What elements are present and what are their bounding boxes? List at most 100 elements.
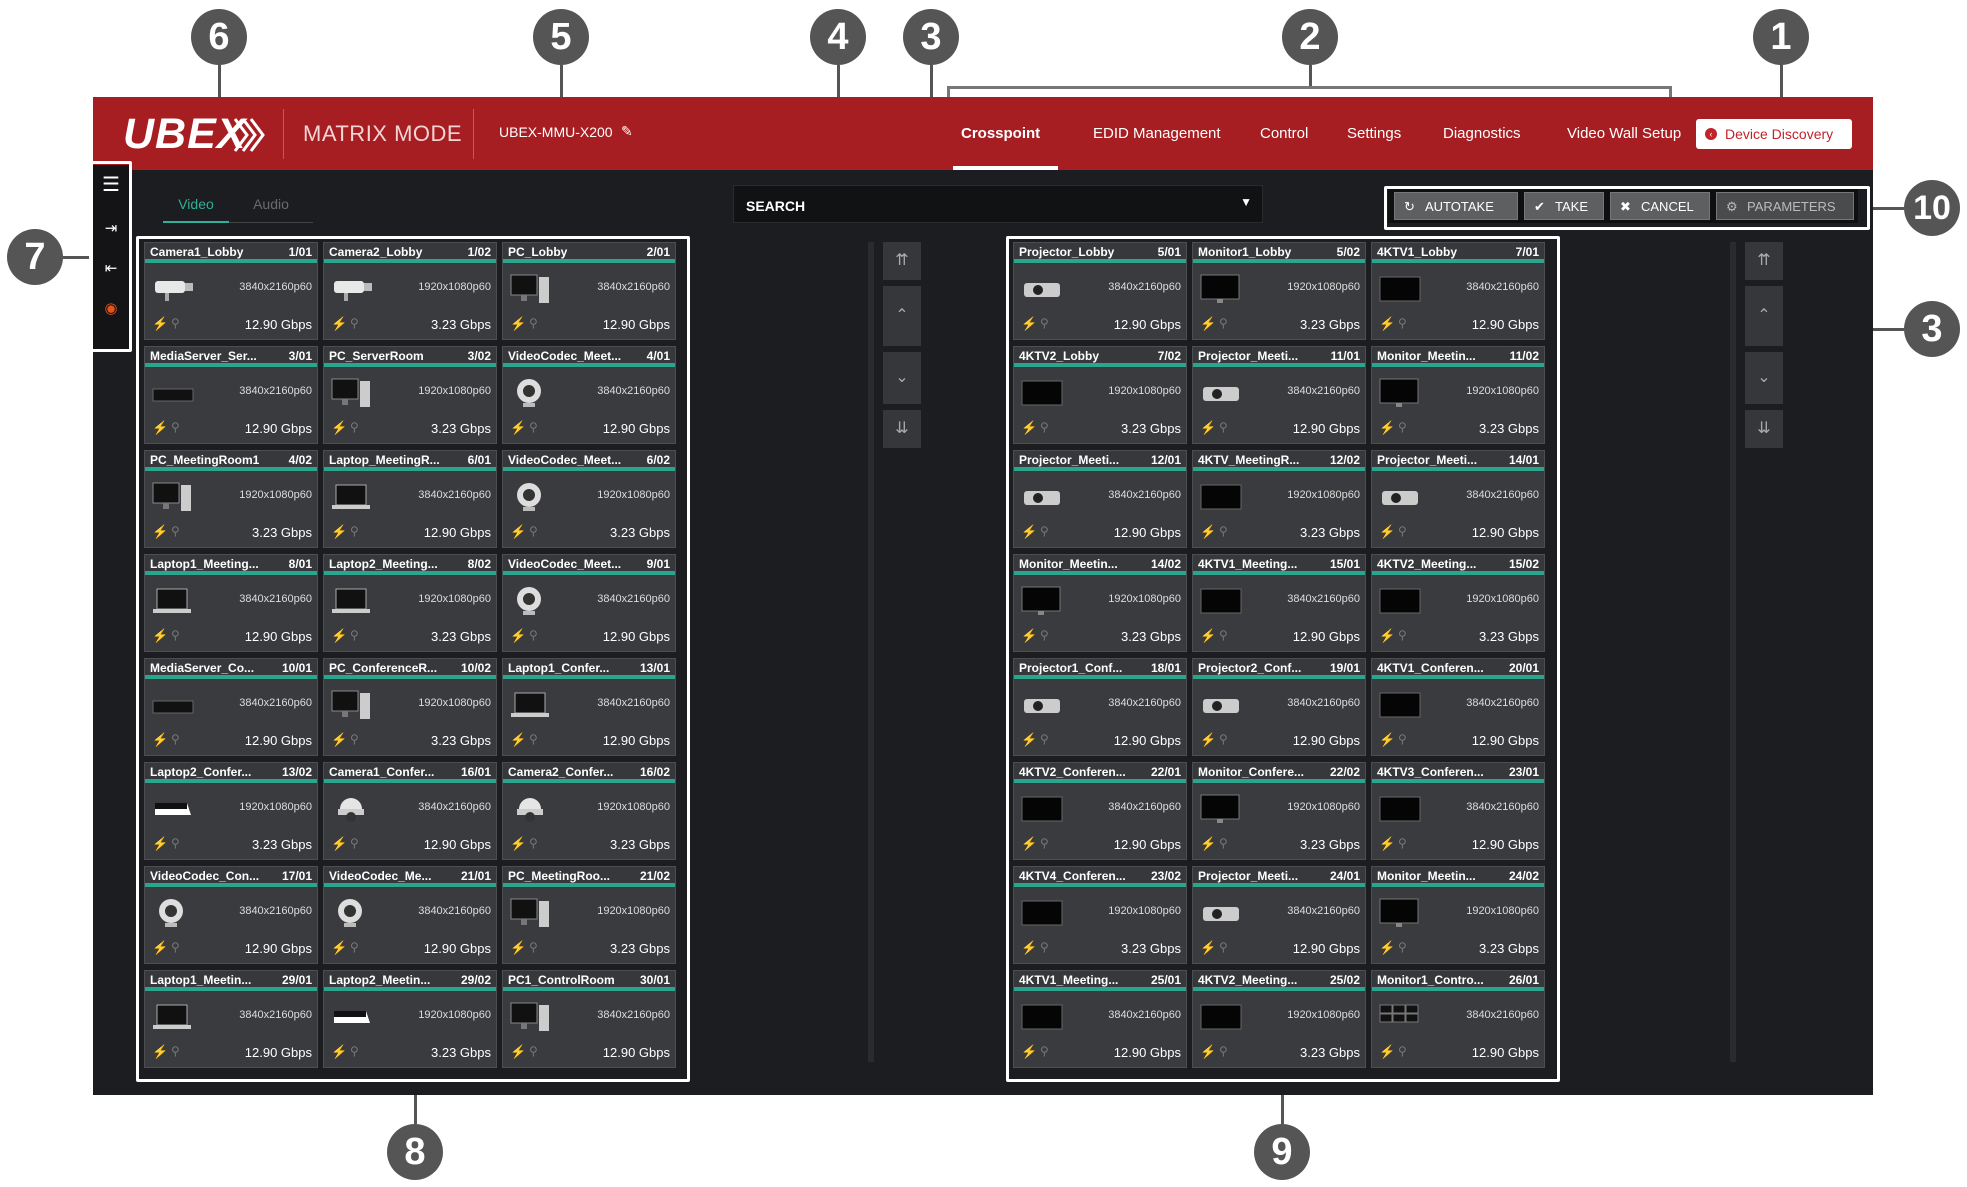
lock-icon[interactable]: ⚲: [1219, 940, 1228, 954]
logout-icon[interactable]: ⇤: [104, 260, 118, 277]
source-tile[interactable]: Camera1_Confer... 16/01 3840x2160p60 ⚡ ⚲ 12.9…: [323, 762, 497, 860]
source-tile[interactable]: Camera1_Lobby 1/01 3840x2160p60 ⚡ ⚲ 12.90 Gbp…: [144, 242, 318, 340]
source-tile[interactable]: Laptop2_Meetin... 29/02 1920x1080p60 ⚡ ⚲ 3.23…: [323, 970, 497, 1068]
lock-icon[interactable]: ⚲: [171, 836, 180, 850]
lock-icon[interactable]: ⚲: [171, 628, 180, 642]
destination-tile[interactable]: Projector_Meeti... 24/01 3840x2160p60 ⚡ ⚲ 12.…: [1192, 866, 1366, 964]
destination-tile[interactable]: Projector_Meeti... 14/01 3840x2160p60 ⚡ ⚲ 12.…: [1371, 450, 1545, 548]
tab-diagnostics[interactable]: Diagnostics: [1443, 125, 1521, 142]
source-tile[interactable]: Laptop1_Confer... 13/01 3840x2160p60 ⚡ ⚲ 12.9…: [502, 658, 676, 756]
lock-icon[interactable]: ⚲: [1040, 940, 1049, 954]
source-tile[interactable]: MediaServer_Co... 10/01 3840x2160p60 ⚡ ⚲ 12.9…: [144, 658, 318, 756]
search-input[interactable]: SEARCH ▼: [733, 185, 1263, 223]
source-tile[interactable]: Camera2_Lobby 1/02 1920x1080p60 ⚡ ⚲ 3.23 Gbps: [323, 242, 497, 340]
destination-tile[interactable]: 4KTV2_Lobby 7/02 1920x1080p60 ⚡ ⚲ 3.23 Gbps: [1013, 346, 1187, 444]
destination-tile[interactable]: 4KTV2_Meeting... 15/02 1920x1080p60 ⚡ ⚲ 3.23 …: [1371, 554, 1545, 652]
destination-tile[interactable]: 4KTV1_Lobby 7/01 3840x2160p60 ⚡ ⚲ 12.90 Gbps: [1371, 242, 1545, 340]
lock-icon[interactable]: ⚲: [1398, 420, 1407, 434]
lock-icon[interactable]: ⚲: [1040, 1044, 1049, 1058]
destination-tile[interactable]: Projector_Lobby 5/01 3840x2160p60 ⚡ ⚲ 12.90 G…: [1013, 242, 1187, 340]
destination-tile[interactable]: 4KTV1_Conferen... 20/01 3840x2160p60 ⚡ ⚲ 12.9…: [1371, 658, 1545, 756]
source-scrollbar[interactable]: [868, 242, 874, 1062]
login-icon[interactable]: ⇥: [104, 220, 118, 237]
lock-icon[interactable]: ⚲: [1040, 524, 1049, 538]
source-tile[interactable]: Camera2_Confer... 16/02 1920x1080p60 ⚡ ⚲ 3.23…: [502, 762, 676, 860]
lock-icon[interactable]: ⚲: [529, 940, 538, 954]
tab-edid-management[interactable]: EDID Management: [1093, 125, 1221, 142]
tab-video-wall-setup[interactable]: Video Wall Setup: [1567, 125, 1682, 142]
destination-tile[interactable]: 4KTV3_Conferen... 23/01 3840x2160p60 ⚡ ⚲ 12.9…: [1371, 762, 1545, 860]
lock-icon[interactable]: ⚲: [1219, 1044, 1228, 1058]
lock-icon[interactable]: ⚲: [171, 940, 180, 954]
edit-pencil-icon[interactable]: ✎: [621, 123, 633, 139]
take-button[interactable]: ✔ TAKE: [1524, 192, 1604, 220]
lock-icon[interactable]: ⚲: [529, 1044, 538, 1058]
source-tile[interactable]: VideoCodec_Me... 21/01 3840x2160p60 ⚡ ⚲ 12.90…: [323, 866, 497, 964]
destination-tile[interactable]: 4KTV1_Meeting... 25/01 3840x2160p60 ⚡ ⚲ 12.90…: [1013, 970, 1187, 1068]
source-tile[interactable]: PC_Lobby 2/01 3840x2160p60 ⚡ ⚲ 12.90 Gbps: [502, 242, 676, 340]
tab-crosspoint[interactable]: Crosspoint: [961, 125, 1041, 142]
destination-tile[interactable]: Projector1_Conf... 18/01 3840x2160p60 ⚡ ⚲ 12.…: [1013, 658, 1187, 756]
lock-icon[interactable]: ⚲: [1040, 316, 1049, 330]
lock-icon[interactable]: ⚲: [171, 1044, 180, 1058]
scroll-bottom-icon[interactable]: ⇊: [1745, 410, 1783, 448]
lock-icon[interactable]: ⚲: [171, 316, 180, 330]
lock-icon[interactable]: ⚲: [350, 524, 359, 538]
lock-icon[interactable]: ⚲: [350, 836, 359, 850]
lock-icon[interactable]: ⚲: [1219, 524, 1228, 538]
lock-icon[interactable]: ⚲: [1040, 628, 1049, 642]
source-tile[interactable]: Laptop_MeetingR... 6/01 3840x2160p60 ⚡ ⚲ 12.9…: [323, 450, 497, 548]
scroll-down-icon[interactable]: ⌄: [883, 352, 921, 404]
lock-icon[interactable]: ⚲: [350, 628, 359, 642]
autotake-button[interactable]: ↻ AUTOTAKE: [1394, 192, 1518, 220]
tab-settings[interactable]: Settings: [1347, 125, 1402, 142]
chevron-down-icon[interactable]: ▼: [1240, 195, 1252, 209]
scroll-up-icon[interactable]: ⌃: [1745, 286, 1783, 346]
lock-icon[interactable]: ⚲: [1398, 524, 1407, 538]
cancel-button[interactable]: ✖ CANCEL: [1610, 192, 1710, 220]
lock-icon[interactable]: ⚲: [1398, 732, 1407, 746]
lock-icon[interactable]: ⚲: [1219, 628, 1228, 642]
lock-icon[interactable]: ⚲: [529, 420, 538, 434]
device-discovery-button[interactable]: ‹ Device Discovery: [1696, 119, 1852, 149]
device-name[interactable]: UBEX-MMU-X200: [499, 124, 613, 140]
source-tile[interactable]: PC_MeetingRoom1 4/02 1920x1080p60 ⚡ ⚲ 3.23 Gb…: [144, 450, 318, 548]
tab-video[interactable]: Video: [163, 196, 229, 223]
scroll-top-icon[interactable]: ⇈: [1745, 242, 1783, 280]
destination-tile[interactable]: 4KTV_MeetingR... 12/02 1920x1080p60 ⚡ ⚲ 3.23 …: [1192, 450, 1366, 548]
destination-scrollbar[interactable]: [1730, 242, 1736, 1062]
lock-icon[interactable]: ⚲: [1040, 836, 1049, 850]
destination-tile[interactable]: 4KTV4_Conferen... 23/02 1920x1080p60 ⚡ ⚲ 3.23…: [1013, 866, 1187, 964]
source-tile[interactable]: PC_MeetingRoo... 21/02 1920x1080p60 ⚡ ⚲ 3.23 …: [502, 866, 676, 964]
scroll-bottom-icon[interactable]: ⇊: [883, 410, 921, 448]
source-tile[interactable]: Laptop2_Meeting... 8/02 1920x1080p60 ⚡ ⚲ 3.23…: [323, 554, 497, 652]
tab-control[interactable]: Control: [1260, 125, 1309, 142]
source-tile[interactable]: PC_ConferenceR... 10/02 1920x1080p60 ⚡ ⚲ 3.23…: [323, 658, 497, 756]
destination-tile[interactable]: 4KTV1_Meeting... 15/01 3840x2160p60 ⚡ ⚲ 12.90…: [1192, 554, 1366, 652]
tab-audio[interactable]: Audio: [229, 196, 313, 223]
destination-tile[interactable]: 4KTV2_Conferen... 22/01 3840x2160p60 ⚡ ⚲ 12.9…: [1013, 762, 1187, 860]
destination-tile[interactable]: Projector2_Conf... 19/01 3840x2160p60 ⚡ ⚲ 12.…: [1192, 658, 1366, 756]
lock-icon[interactable]: ⚲: [171, 420, 180, 434]
lock-icon[interactable]: ⚲: [350, 732, 359, 746]
source-tile[interactable]: MediaServer_Ser... 3/01 3840x2160p60 ⚡ ⚲ 12.9…: [144, 346, 318, 444]
lock-icon[interactable]: ⚲: [1219, 732, 1228, 746]
lock-icon[interactable]: ⚲: [171, 732, 180, 746]
hamburger-menu-icon[interactable]: ☰: [102, 174, 120, 196]
lock-icon[interactable]: ⚲: [1219, 836, 1228, 850]
destination-tile[interactable]: Monitor_Meetin... 24/02 1920x1080p60 ⚡ ⚲ 3.23…: [1371, 866, 1545, 964]
eye-icon[interactable]: ◉: [104, 300, 118, 317]
destination-tile[interactable]: Monitor_Confere... 22/02 1920x1080p60 ⚡ ⚲ 3.2…: [1192, 762, 1366, 860]
source-tile[interactable]: Laptop1_Meeting... 8/01 3840x2160p60 ⚡ ⚲ 12.9…: [144, 554, 318, 652]
source-tile[interactable]: VideoCodec_Meet... 6/02 1920x1080p60 ⚡ ⚲ 3.23…: [502, 450, 676, 548]
lock-icon[interactable]: ⚲: [529, 732, 538, 746]
lock-icon[interactable]: ⚲: [1398, 628, 1407, 642]
destination-tile[interactable]: Projector_Meeti... 12/01 3840x2160p60 ⚡ ⚲ 12.…: [1013, 450, 1187, 548]
destination-tile[interactable]: Monitor_Meetin... 14/02 1920x1080p60 ⚡ ⚲ 3.23…: [1013, 554, 1187, 652]
lock-icon[interactable]: ⚲: [529, 524, 538, 538]
lock-icon[interactable]: ⚲: [1040, 420, 1049, 434]
lock-icon[interactable]: ⚲: [1219, 420, 1228, 434]
lock-icon[interactable]: ⚲: [1398, 836, 1407, 850]
lock-icon[interactable]: ⚲: [529, 316, 538, 330]
destination-tile[interactable]: Monitor1_Contro... 26/01 3840x2160p60 ⚡ ⚲ 12.…: [1371, 970, 1545, 1068]
